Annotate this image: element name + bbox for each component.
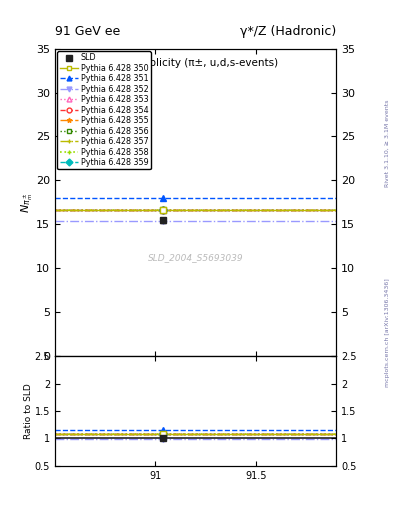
Y-axis label: Ratio to SLD: Ratio to SLD xyxy=(24,383,33,439)
Text: π multiplicity (π±, u,d,s-events): π multiplicity (π±, u,d,s-events) xyxy=(113,58,278,68)
Y-axis label: $N_{\pi^\pm_m}$: $N_{\pi^\pm_m}$ xyxy=(19,192,35,212)
Legend: SLD, Pythia 6.428 350, Pythia 6.428 351, Pythia 6.428 352, Pythia 6.428 353, Pyt: SLD, Pythia 6.428 350, Pythia 6.428 351,… xyxy=(57,51,151,169)
Text: mcplots.cern.ch [arXiv:1306.3436]: mcplots.cern.ch [arXiv:1306.3436] xyxy=(385,279,389,387)
Text: Rivet 3.1.10, ≥ 3.1M events: Rivet 3.1.10, ≥ 3.1M events xyxy=(385,100,389,187)
Text: SLD_2004_S5693039: SLD_2004_S5693039 xyxy=(148,253,243,262)
Text: 91 GeV ee: 91 GeV ee xyxy=(55,26,120,38)
Text: γ*/Z (Hadronic): γ*/Z (Hadronic) xyxy=(240,26,336,38)
